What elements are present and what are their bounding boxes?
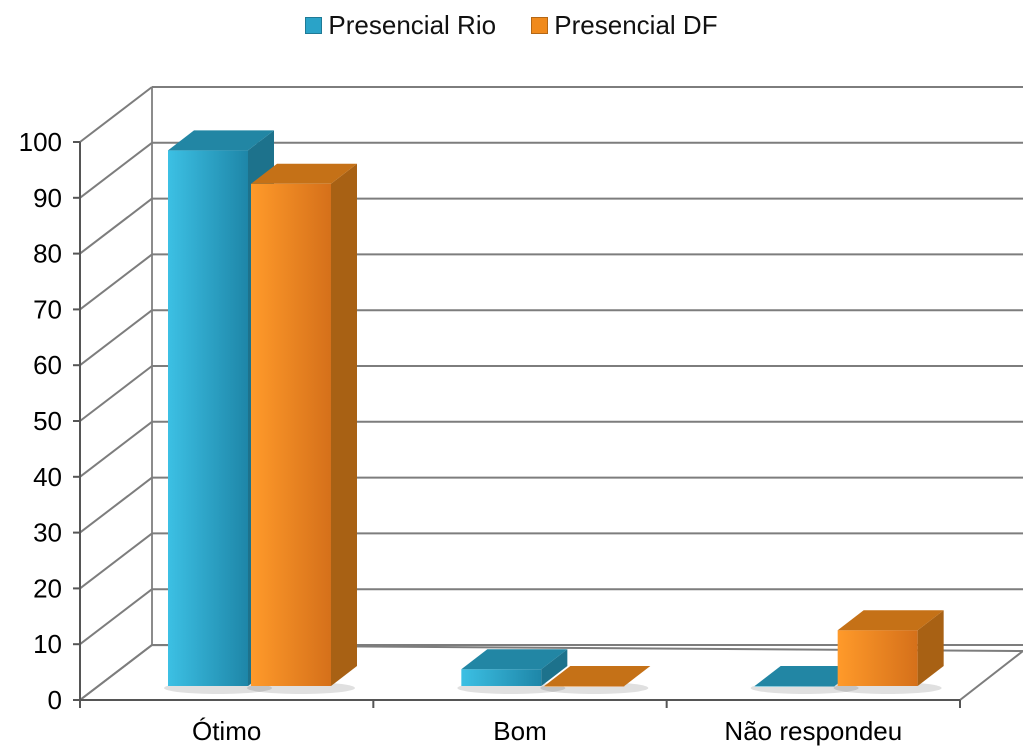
bar-side — [917, 610, 944, 686]
y-tick-label: 0 — [48, 685, 62, 715]
bar-side — [541, 649, 568, 686]
bar-top — [544, 666, 651, 686]
bar-top — [461, 649, 568, 670]
bar — [750, 666, 861, 694]
legend-item-series-2: Presencial DF — [531, 10, 718, 41]
bar — [540, 666, 651, 694]
legend-swatch-series-2 — [531, 17, 549, 34]
bar-side — [331, 163, 357, 687]
legend: Presencial Rio Presencial DF — [0, 10, 1023, 41]
axes — [73, 141, 961, 708]
y-tick-label: 80 — [33, 239, 62, 269]
bar-top — [251, 163, 357, 184]
legend-swatch-series-1 — [305, 17, 323, 34]
bar-front — [251, 183, 331, 687]
legend-item-series-1: Presencial Rio — [305, 10, 496, 41]
legend-label-series-2: Presencial DF — [554, 10, 718, 40]
x-tick-label: Não respondeu — [724, 716, 902, 746]
y-tick-label: 90 — [33, 183, 62, 213]
bar — [457, 649, 568, 694]
bar — [247, 163, 357, 694]
gridline-diagonal — [79, 197, 153, 255]
gridline-diagonal — [79, 142, 153, 199]
y-tick-label: 60 — [33, 350, 62, 380]
gridline-diagonal — [79, 365, 153, 422]
gridline-diagonal — [79, 421, 153, 478]
x-tick-label: Bom — [493, 716, 546, 746]
bar — [833, 610, 944, 694]
y-tick-label: 100 — [19, 127, 62, 157]
bar-front — [837, 630, 918, 686]
axis-labels: 0 10 20 30 40 50 60 70 80 90 100 Ótimo Bom Não respon… — [19, 127, 903, 746]
bar-front — [461, 669, 542, 686]
y-tick-label: 20 — [33, 573, 62, 603]
y-tick-label: 50 — [33, 406, 62, 436]
gridline-diagonal — [79, 309, 153, 366]
x-tick-label: Ótimo — [192, 716, 261, 746]
bar-front — [544, 686, 625, 687]
gridline-diagonal — [79, 532, 153, 590]
bar-top — [754, 666, 861, 686]
y-tick-label: 40 — [33, 462, 62, 492]
legend-label-series-1: Presencial Rio — [328, 10, 497, 40]
y-tick-label: 30 — [33, 518, 62, 548]
gridline-diagonal — [79, 476, 153, 534]
bar-top — [168, 130, 274, 151]
gridline-diagonal — [79, 86, 153, 143]
bar-front — [754, 686, 835, 687]
y-tick-label: 70 — [33, 294, 62, 324]
bars — [164, 130, 944, 694]
bar-top — [837, 610, 944, 631]
gridline-diagonal — [79, 253, 153, 311]
gridline-diagonal — [79, 588, 153, 645]
y-tick-label: 10 — [33, 629, 62, 659]
bar-front — [168, 150, 248, 686]
